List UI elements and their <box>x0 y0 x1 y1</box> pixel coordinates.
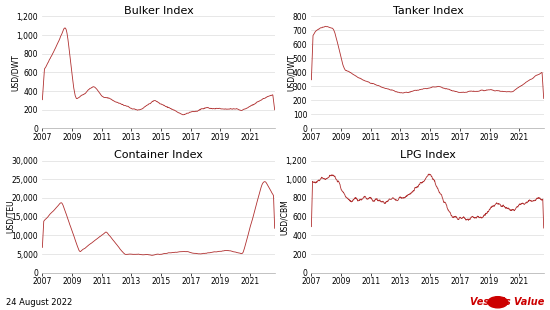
Title: Bulker Index: Bulker Index <box>124 6 194 16</box>
Y-axis label: USD/DWT: USD/DWT <box>10 54 20 91</box>
Y-axis label: USD/DWT: USD/DWT <box>287 54 296 91</box>
Title: Container Index: Container Index <box>114 150 204 160</box>
Text: Vessels Value: Vessels Value <box>470 297 544 307</box>
Text: v: v <box>496 299 500 305</box>
Title: LPG Index: LPG Index <box>400 150 456 160</box>
Title: Tanker Index: Tanker Index <box>393 6 463 16</box>
Y-axis label: USD/TEU: USD/TEU <box>6 200 14 233</box>
Y-axis label: USD/CBM: USD/CBM <box>279 199 289 235</box>
Text: 24 August 2022: 24 August 2022 <box>6 298 72 307</box>
